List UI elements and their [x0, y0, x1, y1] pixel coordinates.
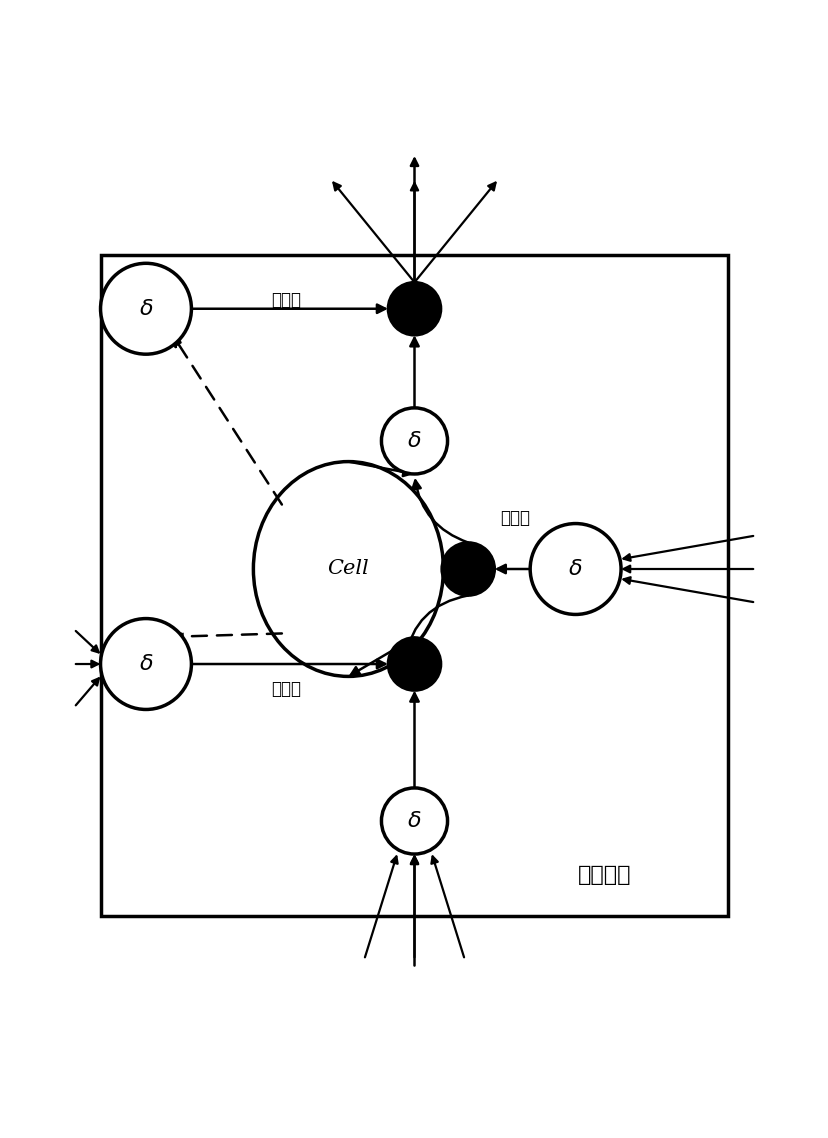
- Text: $\delta$: $\delta$: [138, 298, 153, 320]
- Text: 输出门: 输出门: [271, 291, 301, 310]
- Circle shape: [441, 543, 494, 595]
- Circle shape: [381, 787, 447, 854]
- Text: $\delta$: $\delta$: [407, 430, 421, 452]
- Text: 输入门: 输入门: [271, 679, 301, 698]
- Text: $\delta$: $\delta$: [407, 810, 421, 832]
- Circle shape: [100, 619, 191, 709]
- Circle shape: [388, 637, 440, 691]
- Bar: [100, 255, 728, 916]
- Text: Cell: Cell: [327, 560, 368, 578]
- Text: $\delta$: $\delta$: [568, 558, 582, 580]
- Text: $\delta$: $\delta$: [138, 653, 153, 675]
- Ellipse shape: [253, 462, 443, 676]
- Circle shape: [388, 282, 440, 336]
- Text: 网络模块: 网络模块: [577, 865, 630, 884]
- Circle shape: [530, 523, 620, 615]
- Circle shape: [100, 263, 191, 354]
- Text: 遗忘门: 遗忘门: [499, 509, 530, 527]
- Circle shape: [381, 407, 447, 475]
